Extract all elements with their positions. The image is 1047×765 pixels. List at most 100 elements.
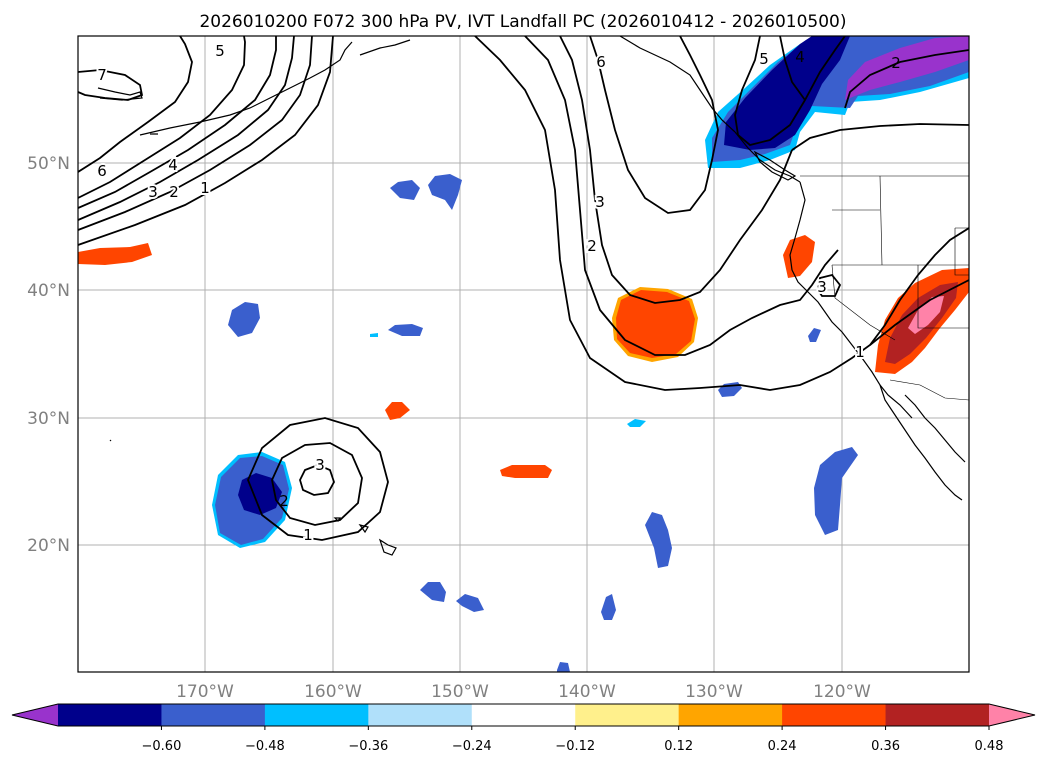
contour-nw-2	[78, 36, 313, 231]
lon-label-170w: 170°W	[176, 682, 234, 702]
colorbar-segment	[161, 704, 266, 726]
colorbar-tick-label: 0.48	[975, 739, 1004, 754]
colorbar-tick-label: −0.48	[245, 739, 285, 754]
colorbar: −0.60 −0.48 −0.36 −0.24 −0.12 0.12 0.24 0.36 0.4…	[11, 703, 1036, 754]
lon-label-150w: 150°W	[431, 682, 489, 702]
neg-shade-blob-7	[814, 447, 858, 535]
shading-layer	[78, 36, 969, 672]
lat-labels: 50°N 40°N 30°N 20°N	[27, 154, 70, 556]
lon-label-130w: 130°W	[685, 682, 743, 702]
colorbar-tick-label: 0.36	[871, 739, 900, 754]
lat-label-40n: 40°N	[27, 281, 70, 301]
contour-label-nw-5: 5	[215, 42, 225, 60]
colorbar-ticks: −0.60 −0.48 −0.36 −0.24 −0.12 0.12 0.24 0.36 0.4…	[142, 726, 1004, 754]
pos-shade-ca-core	[908, 296, 944, 334]
contour-labels: 7 6 5 4 3 2 1 6 3 2 5 4 2 1 3 3 2 1	[95, 40, 901, 546]
neg-shade-blob-4	[428, 174, 462, 210]
borders	[800, 175, 969, 401]
lat-label-30n: 30°N	[27, 409, 70, 429]
contour-label-ne-4: 4	[795, 48, 805, 66]
colorbar-extend-min	[12, 704, 58, 726]
neg-shade-blob-5	[370, 333, 378, 337]
lon-label-120w: 120°W	[813, 682, 871, 702]
colorbar-tick-label: −0.12	[555, 739, 595, 754]
contour-nw-3	[78, 36, 295, 221]
contour-label-trough-2: 2	[587, 237, 597, 255]
border-mexico	[889, 379, 969, 401]
contour-low-2	[271, 442, 363, 526]
colorbar-segment	[575, 704, 680, 726]
contour-ne-5	[734, 36, 846, 146]
neg-shade-blob-11	[601, 594, 616, 620]
neg-shade-blob-13	[808, 328, 821, 342]
colorbar-segment	[368, 704, 473, 726]
contour-label-ne-5: 5	[759, 50, 769, 68]
border-states-3	[917, 227, 969, 329]
neg-shade-blob-1	[228, 302, 260, 337]
contour-label-coast-1: 1	[855, 343, 865, 361]
contour-trough-3	[559, 36, 793, 304]
lat-label-50n: 50°N	[27, 154, 70, 174]
neg-shade-pnw-inner	[724, 36, 850, 150]
colorbar-segment	[885, 704, 990, 726]
colorbar-segment	[264, 704, 369, 726]
contour-label-low-3: 3	[315, 456, 325, 474]
contour-label-low-1: 1	[303, 526, 313, 544]
colorbar-tick-label: −0.60	[142, 739, 182, 754]
neg-shade-blob-12	[627, 419, 646, 427]
coast-islands	[109, 133, 158, 442]
contour-nw-7	[78, 69, 144, 101]
colorbar-extend-max	[989, 704, 1035, 726]
contour-coast-1b	[869, 279, 969, 346]
pv-contours	[78, 36, 969, 541]
contour-label-nw-1: 1	[200, 179, 210, 197]
colorbar-tick-label: −0.24	[452, 739, 492, 754]
contour-label-nw-6: 6	[97, 162, 107, 180]
contour-nw-5	[78, 36, 246, 199]
contour-label-coast-3: 3	[817, 278, 827, 296]
pos-shade-blob-1	[78, 243, 152, 265]
figure-title: 2026010200 F072 300 hPa PV, IVT Landfall…	[199, 12, 846, 32]
map-panel: 7 6 5 4 3 2 1 6 3 2 5 4 2 1 3 3 2 1	[77, 35, 970, 673]
contour-ne-2	[844, 49, 969, 109]
colorbar-outline	[11, 703, 1036, 727]
colorbar-segments	[12, 704, 1035, 726]
lon-label-160w: 160°W	[304, 682, 362, 702]
contour-trough-2	[524, 36, 839, 356]
pos-shade-trough-inner	[616, 290, 695, 358]
contour-label-trough-3: 3	[595, 193, 605, 211]
lon-label-140w: 140°W	[558, 682, 616, 702]
contour-ne-1	[791, 123, 969, 151]
coast-vancouver-island	[753, 150, 797, 181]
contour-low-3	[299, 464, 335, 496]
contour-label-nw-4: 4	[168, 156, 178, 174]
contour-label-ne-2: 2	[891, 54, 901, 72]
contour-nw-4	[78, 36, 277, 209]
contour-label-nw-2: 2	[169, 183, 179, 201]
neg-shade-blob-8	[420, 582, 446, 602]
coast-hawaii-1	[378, 538, 397, 556]
contour-coast-3	[817, 273, 842, 297]
coast-bc	[734, 131, 801, 183]
contour-label-nw-3: 3	[148, 183, 158, 201]
neg-shade-blob-9	[456, 594, 484, 612]
lon-labels: 170°W 160°W 150°W 140°W 130°W 120°W	[176, 682, 871, 702]
contour-trough-6	[589, 36, 719, 214]
border-ca-nv	[831, 264, 896, 341]
neg-shade-blob-6	[645, 512, 672, 568]
contour-trough-1	[474, 36, 969, 391]
pos-shade-blob-3	[385, 402, 410, 420]
contour-ne-4	[779, 36, 806, 101]
colorbar-tick-label: 0.12	[664, 739, 693, 754]
colorbar-segment	[782, 704, 887, 726]
lat-label-20n: 20°N	[27, 536, 70, 556]
border-states-2	[832, 175, 883, 266]
colorbar-tick-label: 0.24	[768, 739, 797, 754]
pos-shade-blob-2	[783, 235, 815, 278]
coast-alaska-panhandle	[619, 36, 736, 133]
neg-shade-blob-2	[388, 324, 423, 336]
contour-nw-6	[78, 36, 193, 173]
colorbar-tick-label: −0.36	[348, 739, 388, 754]
coast-gulf-ca	[904, 394, 966, 463]
